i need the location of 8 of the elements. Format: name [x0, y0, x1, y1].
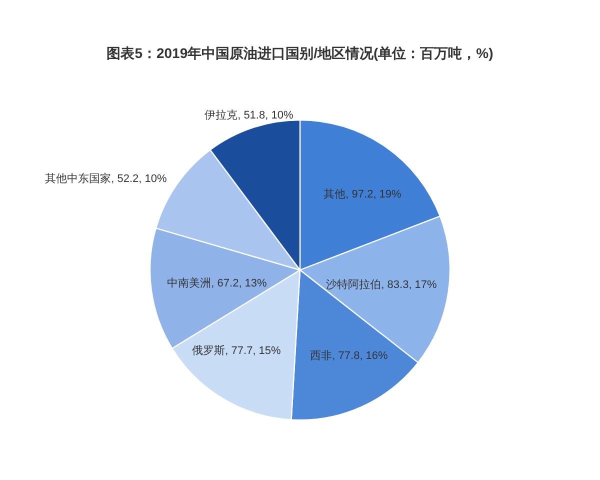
- chart-title: 图表5：2019年中国原油进口国别/地区情况(单位：百万吨，%): [106, 45, 494, 61]
- slice-label: 中南美洲, 67.2, 13%: [167, 276, 268, 290]
- slice-label: 沙特阿拉伯, 83.3, 17%: [326, 278, 438, 291]
- slice-label: 伊拉克, 51.8, 10%: [204, 108, 294, 122]
- slice-label: 俄罗斯, 77.7, 15%: [192, 344, 282, 357]
- slice-label: 其他, 97.2, 19%: [324, 187, 402, 200]
- slice-label: 西非, 77.8, 16%: [310, 348, 388, 362]
- slice-label: 其他中东国家, 52.2, 10%: [45, 172, 168, 185]
